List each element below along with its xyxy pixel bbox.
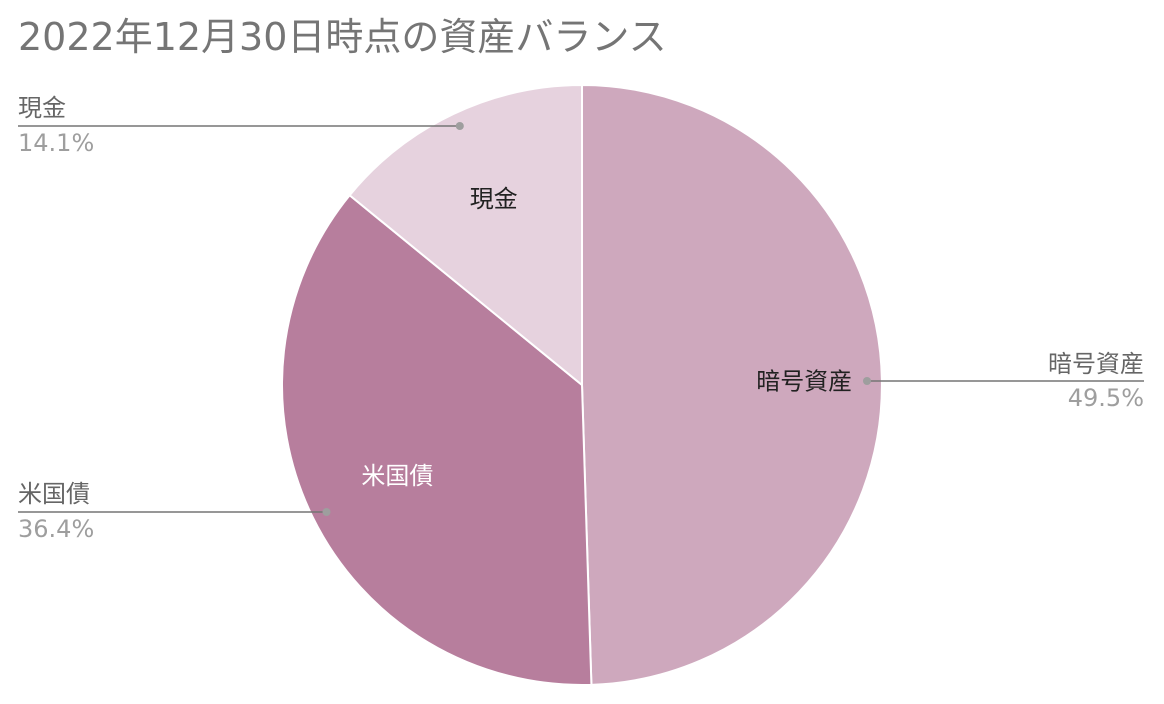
- pie-slices: [281, 83, 883, 686]
- slice-3-external-name: 現金: [18, 94, 66, 122]
- slice-3-percent-label: 14.1%: [18, 129, 94, 157]
- slice-1-external-name: 暗号資産: [1048, 350, 1144, 378]
- slice-1-leader-dot: [863, 377, 871, 385]
- chart-title: 2022年12月30日時点の資産バランス: [18, 15, 667, 59]
- slice-1-inner-label: 暗号資産: [756, 368, 852, 396]
- slice-3-leader-dot: [455, 122, 464, 130]
- slice-2-external-name: 米国債: [18, 480, 90, 508]
- slice-3: [348, 83, 583, 388]
- slice-2-leader-dot: [322, 508, 331, 516]
- slice-2-inner-label: 米国債: [361, 462, 433, 490]
- slice-3-inner-label: 現金: [470, 185, 518, 213]
- slice-2: [281, 193, 593, 686]
- slice-1-percent-label: 49.5%: [1068, 384, 1144, 412]
- slice-2-percent-label: 36.4%: [18, 515, 94, 543]
- leader-lines: [18, 122, 1144, 516]
